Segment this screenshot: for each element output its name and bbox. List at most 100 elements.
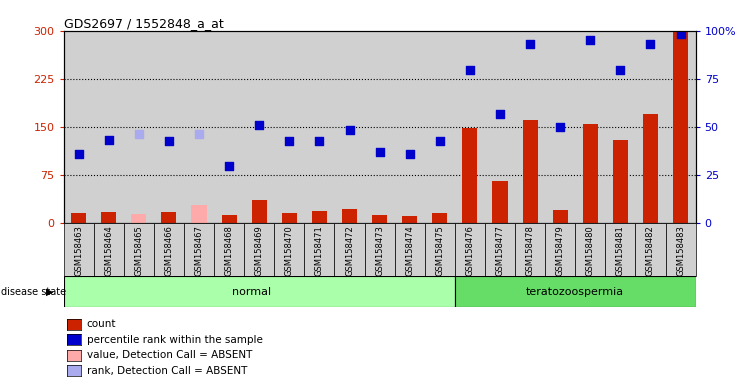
Bar [643,114,658,223]
Bar [154,31,184,223]
Point [494,111,506,117]
Text: count: count [87,319,116,329]
Bar [71,213,86,223]
Point [193,131,205,137]
Point [283,138,295,144]
Bar [605,31,636,223]
Text: GSM158480: GSM158480 [586,225,595,276]
Bar [553,210,568,223]
Bar [101,212,116,223]
Bar [462,128,477,223]
Text: GSM158467: GSM158467 [194,225,203,276]
Text: GSM158465: GSM158465 [135,225,144,276]
Bar [515,223,545,276]
Point [133,131,145,137]
Bar [312,211,327,223]
Bar [282,213,297,223]
Point [102,136,114,142]
Text: GSM158468: GSM158468 [224,225,233,276]
Bar [425,223,455,276]
Bar [184,31,214,223]
Bar [94,31,123,223]
Text: GSM158475: GSM158475 [435,225,444,276]
Text: GSM158471: GSM158471 [315,225,324,276]
Text: GDS2697 / 1552848_a_at: GDS2697 / 1552848_a_at [64,17,224,30]
Bar [364,223,395,276]
Bar [455,31,485,223]
Bar [515,31,545,223]
Bar [636,31,666,223]
Bar [575,223,605,276]
Point [404,151,416,157]
Bar [523,120,538,223]
Bar [304,223,334,276]
Bar [395,223,425,276]
Bar [132,214,147,223]
Point [464,67,476,73]
Point [645,40,657,46]
Bar [191,205,206,223]
Text: GSM158472: GSM158472 [345,225,354,276]
Point [343,127,355,133]
Text: GSM158481: GSM158481 [616,225,625,276]
Text: teratozoospermia: teratozoospermia [526,287,625,297]
Point [254,122,266,128]
Text: GSM158477: GSM158477 [495,225,504,276]
Bar [425,31,455,223]
Text: GSM158478: GSM158478 [526,225,535,276]
Point [223,163,235,169]
Bar [221,215,236,223]
Text: GSM158464: GSM158464 [104,225,113,276]
Bar [64,276,455,307]
Bar [432,213,447,223]
Bar [636,223,666,276]
Bar [123,31,154,223]
Text: GSM158473: GSM158473 [375,225,384,276]
Bar [673,31,688,223]
Bar [666,223,696,276]
Bar [485,31,515,223]
Text: rank, Detection Call = ABSENT: rank, Detection Call = ABSENT [87,366,247,376]
Bar [214,223,244,276]
Text: GSM158482: GSM158482 [646,225,655,276]
Bar [162,212,177,223]
Bar [251,200,267,223]
Text: GSM158470: GSM158470 [285,225,294,276]
Bar [342,209,357,223]
Text: ▶: ▶ [46,287,54,297]
Point [614,67,626,73]
Point [675,31,687,37]
Text: GSM158466: GSM158466 [165,225,174,276]
Text: GSM158479: GSM158479 [556,225,565,276]
Bar [613,139,628,223]
Bar [64,31,94,223]
Bar [123,223,154,276]
Text: disease state: disease state [1,287,66,297]
Bar [575,31,605,223]
Text: value, Detection Call = ABSENT: value, Detection Call = ABSENT [87,350,252,360]
Point [584,37,596,43]
Bar [244,223,275,276]
Point [73,151,85,157]
Bar [402,216,417,223]
Bar [395,31,425,223]
Text: GSM158476: GSM158476 [465,225,474,276]
Bar [666,31,696,223]
Bar [364,31,395,223]
Bar [304,31,334,223]
Text: percentile rank within the sample: percentile rank within the sample [87,335,263,345]
Text: GSM158463: GSM158463 [74,225,83,276]
Text: GSM158483: GSM158483 [676,225,685,276]
Text: GSM158474: GSM158474 [405,225,414,276]
Bar [154,223,184,276]
Point [524,40,536,46]
Bar [372,215,387,223]
Point [313,138,325,144]
Bar [485,223,515,276]
Bar [545,31,575,223]
Bar [583,124,598,223]
Point [163,138,175,144]
Bar [64,223,94,276]
Bar [214,31,244,223]
Point [554,124,566,130]
